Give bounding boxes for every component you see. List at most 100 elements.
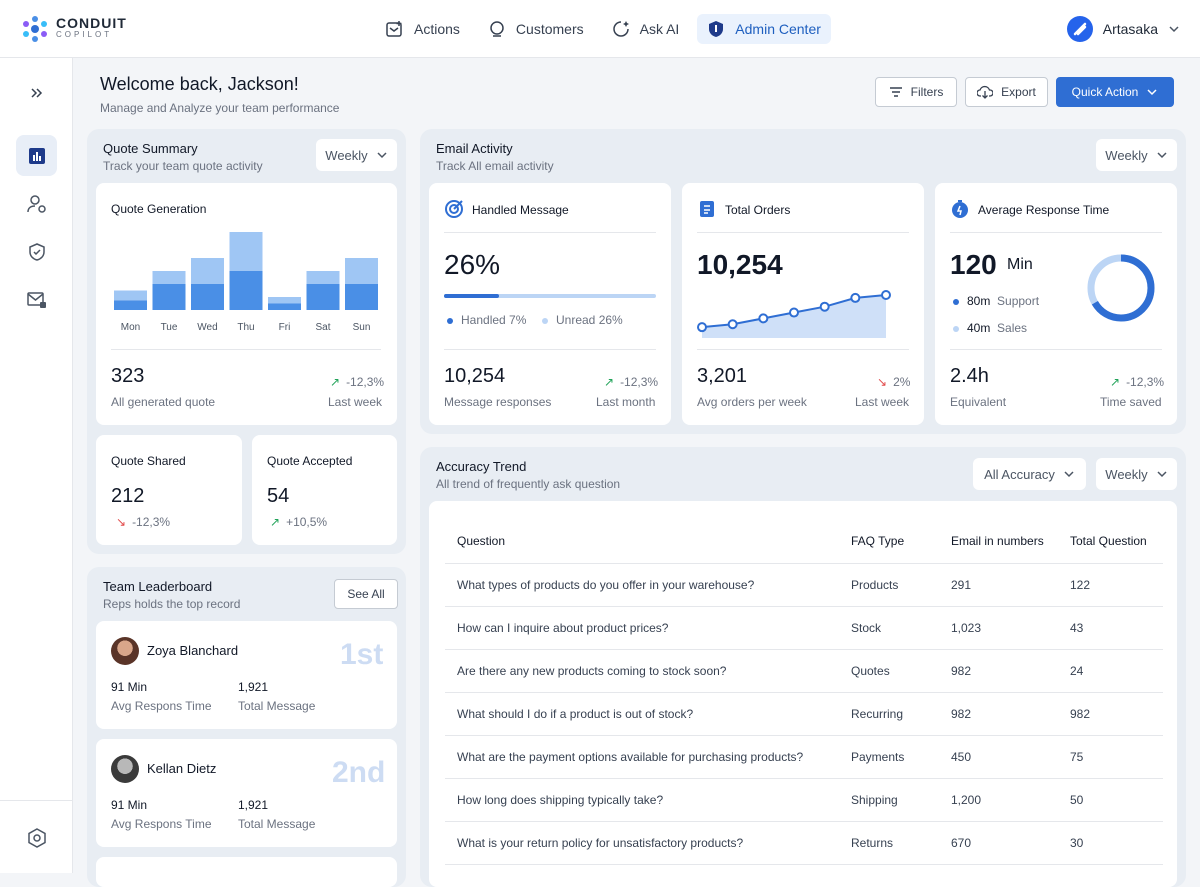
brand-logo[interactable]: CONDUIT COPILOT — [20, 14, 127, 44]
cell-type: Recurring — [839, 692, 939, 736]
orders-value: 3,201 — [697, 365, 748, 387]
arrow-up-right-icon: ↗ — [270, 515, 281, 529]
table-row[interactable]: Are there any new products coming to sto… — [445, 649, 1163, 693]
col-question[interactable]: Question — [445, 520, 839, 564]
sidebar — [0, 58, 73, 873]
rep-name: Zoya Blanchard — [147, 643, 239, 658]
accuracy-filter-select[interactable]: All Accuracy — [973, 458, 1086, 490]
response-donut — [1087, 254, 1155, 322]
cell-total: 24 — [1058, 649, 1163, 693]
sidebar-expand[interactable] — [16, 72, 57, 113]
table-row[interactable]: What types of products do you offer in y… — [445, 563, 1163, 607]
sidebar-item-dashboard[interactable] — [16, 135, 57, 176]
sparkline-point — [881, 290, 891, 300]
orders-sparkline — [697, 290, 891, 338]
cell-total: 50 — [1058, 778, 1163, 822]
table-row[interactable]: What is your return policy for unsatisfa… — [445, 821, 1163, 865]
quote-accepted-title: Quote Accepted — [267, 454, 353, 468]
quick-action-button[interactable]: Quick Action — [1056, 77, 1174, 107]
rep-messages: 1,921 — [238, 680, 269, 694]
tick-label: Sun — [353, 322, 371, 333]
nav-customers[interactable]: Customers — [478, 14, 594, 44]
user-avatar — [1066, 16, 1093, 42]
sidebar-item-security[interactable] — [16, 231, 57, 272]
handled-change-label: Last month — [596, 395, 656, 409]
leaderboard-card[interactable] — [96, 739, 397, 847]
filters-button[interactable]: Filters — [875, 77, 957, 107]
sparkline-point — [758, 313, 769, 324]
cell-total: 30 — [1058, 821, 1163, 865]
export-button[interactable]: Export — [965, 77, 1048, 107]
accuracy-title: Accuracy Trend — [436, 459, 527, 474]
col-total-question[interactable]: Total Question — [1058, 520, 1163, 564]
orders-change-value: 2% — [893, 375, 911, 389]
nav-admin-center[interactable]: Admin Center — [697, 14, 831, 44]
user-menu[interactable]: Artasaka — [1066, 16, 1180, 42]
orders-change-label: Last week — [855, 395, 910, 409]
user-avatar-icon — [1073, 22, 1086, 36]
mail-lock-icon — [26, 291, 46, 308]
quote-summary-subtitle: Track your team quote activity — [103, 159, 263, 173]
bar-fri-dark — [268, 303, 301, 310]
table-row[interactable]: How long does shipping typically take? Sh… — [445, 778, 1163, 822]
nav-actions[interactable]: Actions — [376, 14, 470, 44]
rep-time-label: Avg Respons Time — [111, 817, 212, 831]
see-all-button[interactable]: See All — [334, 579, 398, 609]
tick-label: Fri — [279, 322, 291, 333]
legend-dot — [953, 325, 959, 332]
leaderboard-card[interactable] — [96, 621, 397, 729]
col-faq-type[interactable]: FAQ Type — [839, 520, 939, 564]
leaderboard-card[interactable] — [96, 857, 397, 887]
response-time-card — [935, 183, 1177, 425]
bar-sat-light — [306, 271, 340, 284]
filter-icon — [889, 87, 902, 97]
arrow-up-right-icon: ↗ — [330, 375, 341, 389]
quote-generation-chart: Mon Tue Wed Thu Fri Sat Sun — [114, 232, 378, 333]
sidebar-item-settings[interactable] — [16, 817, 57, 858]
rep-time-label: Avg Respons Time — [111, 699, 212, 713]
bar-tue-light — [152, 271, 186, 284]
sparkline-point — [789, 307, 799, 318]
handled-legend-handled: Handled 7% — [447, 313, 526, 327]
cell-question: What types of products do you offer in y… — [445, 563, 839, 607]
response-change: ↗ -12,3% — [1110, 375, 1164, 389]
email-period-value: Weekly — [1105, 147, 1148, 163]
quote-period-select[interactable]: Weekly — [316, 139, 397, 171]
nav-actions-label: Actions — [414, 21, 460, 37]
accuracy-period-select[interactable]: Weekly — [1096, 458, 1177, 490]
leaderboard-subtitle: Reps holds the top record — [103, 597, 241, 611]
table-row[interactable]: What are the payment options available f… — [445, 735, 1163, 779]
rep-time: 91 Min — [111, 798, 148, 812]
legend-dot — [953, 298, 959, 305]
cell-total: 122 — [1058, 563, 1163, 607]
bar-thu-light — [229, 232, 263, 271]
col-email-numbers[interactable]: Email in numbers — [939, 520, 1058, 564]
welcome-header: Welcome back, Jackson! Manage and Analyz… — [100, 74, 339, 115]
response-change-value: -12,3% — [1126, 375, 1165, 389]
response-title: Average Response Time — [978, 203, 1110, 217]
table-row[interactable]: How can I inquire about product prices? S… — [445, 606, 1163, 650]
cell-emails: 291 — [939, 563, 1058, 607]
chevron-down-icon — [1064, 471, 1074, 478]
accuracy-subtitle: All trend of frequently ask question — [436, 477, 621, 491]
bar-mon-light — [114, 290, 147, 301]
email-period-select[interactable]: Weekly — [1096, 139, 1177, 171]
sidebar-item-mail[interactable] — [16, 279, 57, 320]
nav-ask-ai[interactable]: Ask AI — [602, 14, 690, 44]
table-row[interactable]: What should I do if a product is out of … — [445, 692, 1163, 736]
divider — [697, 349, 909, 350]
nav-admin-center-label: Admin Center — [735, 21, 821, 37]
sidebar-item-users[interactable] — [16, 183, 57, 224]
cell-total: 43 — [1058, 606, 1163, 650]
response-support-label: Support — [997, 294, 1040, 308]
quote-shared-value: 212 — [111, 485, 145, 507]
response-change-label: Time saved — [1100, 395, 1162, 409]
quick-action-label: Quick Action — [1071, 85, 1139, 99]
arrow-up-right-icon: ↗ — [1110, 375, 1121, 389]
quote-generation-change-value: -12,3% — [346, 375, 385, 389]
rep-messages: 1,921 — [238, 798, 269, 812]
divider — [444, 232, 656, 233]
customers-icon — [490, 21, 504, 37]
chevron-down-icon — [1157, 152, 1167, 159]
handled-value: 10,254 — [444, 365, 506, 387]
